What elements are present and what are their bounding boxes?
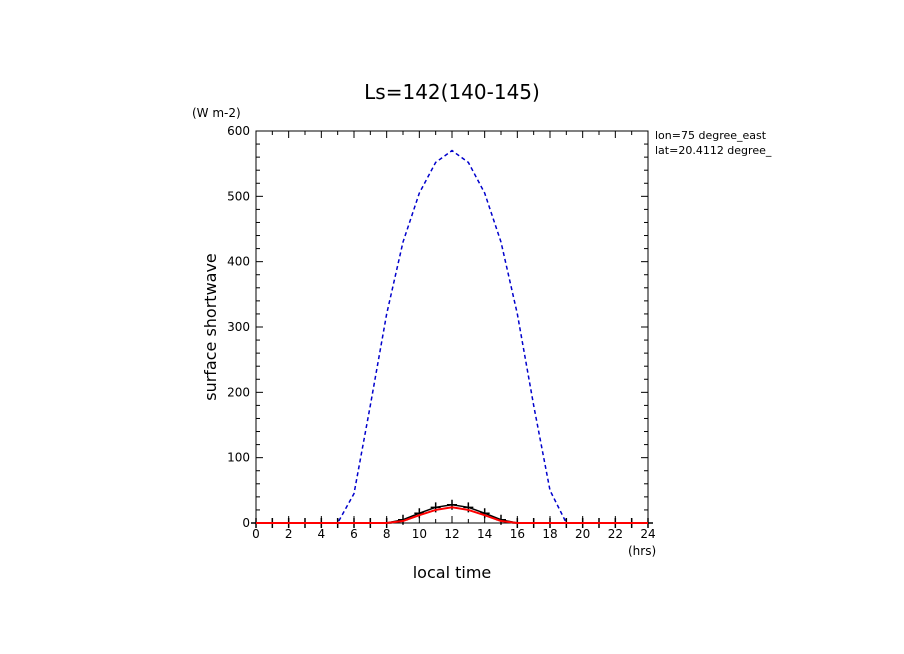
y-axis-label: surface shortwave (201, 253, 220, 401)
annotation-lon: lon=75 degree_east (655, 129, 767, 142)
plot-frame (255, 130, 649, 524)
annotation-lat: lat=20.4112 degree_ (655, 144, 772, 157)
x-tick-label: 6 (350, 527, 358, 541)
y-tick-label: 0 (242, 516, 250, 530)
x-tick-label: 24 (640, 527, 655, 541)
series-line-3 (256, 506, 648, 524)
y-tick-label: 200 (227, 385, 250, 399)
x-unit-label: (hrs) (628, 544, 656, 558)
x-axis-label: local time (413, 563, 492, 582)
x-tick-label: 10 (412, 527, 427, 541)
y-tick-label: 500 (227, 189, 250, 203)
chart-title: Ls=142(140-145) (364, 80, 540, 104)
x-tick-label: 8 (383, 527, 391, 541)
y-tick-label: 600 (227, 124, 250, 138)
x-tick-label: 12 (444, 527, 459, 541)
x-tick-label: 14 (477, 527, 492, 541)
y-tick-label: 100 (227, 451, 250, 465)
x-tick-label: 2 (285, 527, 293, 541)
y-unit-label: (W m-2) (192, 106, 241, 120)
y-tick-label: 400 (227, 255, 250, 269)
x-tick-label: 22 (608, 527, 623, 541)
x-tick-label: 16 (510, 527, 525, 541)
x-tick-label: 20 (575, 527, 590, 541)
x-tick-label: 18 (542, 527, 557, 541)
x-tick-label: 4 (318, 527, 326, 541)
x-tick-label: 0 (252, 527, 260, 541)
y-tick-label: 300 (227, 320, 250, 334)
series-line-1 (256, 149, 648, 524)
